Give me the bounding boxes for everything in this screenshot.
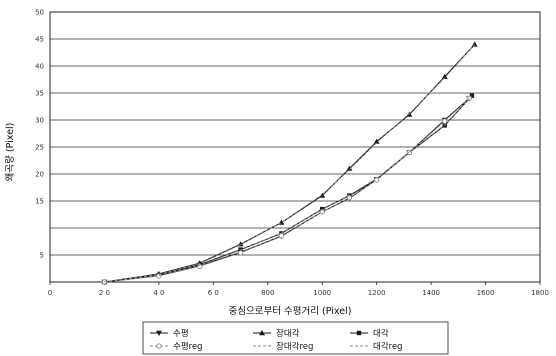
plot-frame: [49, 11, 541, 283]
series-6: [104, 95, 473, 283]
data-point: [278, 232, 285, 239]
series-3: [102, 93, 475, 285]
data-point: [442, 118, 448, 124]
x-tick-label: 2 0: [99, 289, 110, 297]
x-tick-label: 800: [261, 289, 274, 297]
x-tick-label: 6 0: [208, 289, 219, 297]
y-tick-label: 20: [35, 171, 44, 179]
y-tick-labels: 5 15 20 25 30 35 40 45 50: [35, 9, 44, 260]
series-1: [101, 96, 473, 285]
data-point: [374, 177, 380, 183]
data-point: [471, 41, 478, 47]
x-tick-label: 1200: [368, 289, 386, 297]
data-point: [469, 93, 475, 98]
x-tick-label: 0: [48, 289, 52, 297]
y-tick-label: 5: [40, 252, 44, 260]
series-line: [104, 98, 470, 283]
y-axis-title: 왜곡량 (Pixel): [4, 123, 16, 182]
legend-marker: [356, 330, 362, 336]
legend-label: 장대각reg: [276, 341, 313, 352]
x-tick-label: 4 0: [153, 289, 164, 297]
legend-marker: [156, 343, 162, 349]
series-line: [104, 44, 476, 283]
legend-label: 장대각: [276, 328, 300, 339]
legend-marker: [259, 330, 265, 336]
data-point: [237, 250, 244, 256]
x-tick-label: 1800: [531, 289, 549, 297]
y-tick-label: 30: [35, 117, 44, 125]
series-group: [101, 41, 478, 285]
series-5: [104, 44, 476, 283]
data-point: [441, 73, 448, 79]
legend-box: [142, 321, 449, 355]
x-axis-title: 중심으로부터 수평거리 (Pixel): [229, 306, 352, 317]
x-tick-label: 1000: [313, 289, 331, 297]
series-2: [101, 41, 478, 285]
data-point: [346, 165, 353, 171]
legend-label: 대각: [373, 328, 389, 339]
y-tick-label: 50: [35, 9, 44, 17]
series-line: [104, 95, 473, 283]
data-point: [197, 263, 203, 269]
data-point: [319, 192, 326, 198]
data-point: [156, 273, 162, 279]
data-point: [237, 241, 244, 247]
legend-label: 대각reg: [373, 341, 403, 352]
y-tick-label: 40: [35, 63, 44, 71]
y-tick-label: 15: [35, 198, 44, 206]
data-point: [373, 138, 380, 144]
legend-marker: [156, 330, 162, 336]
series-line: [104, 44, 476, 283]
x-tick-label: 1400: [422, 289, 440, 297]
legend-label: 수평reg: [173, 341, 203, 352]
x-tick-labels: 0 2 0 4 0 6 0 800 1000 1200 1400 1600 1800: [48, 289, 549, 297]
gridlines: [50, 11, 540, 256]
y-tick-label: 45: [35, 36, 44, 44]
x-tick-label: 1600: [477, 289, 495, 297]
data-point: [238, 247, 243, 252]
y-tick-label: 35: [35, 90, 44, 98]
legend-label: 수평: [173, 328, 189, 339]
series-4: [101, 95, 472, 285]
series-line: [104, 97, 470, 283]
y-tick-label: 25: [35, 144, 44, 152]
series-line: [104, 95, 473, 283]
data-point: [406, 111, 413, 117]
